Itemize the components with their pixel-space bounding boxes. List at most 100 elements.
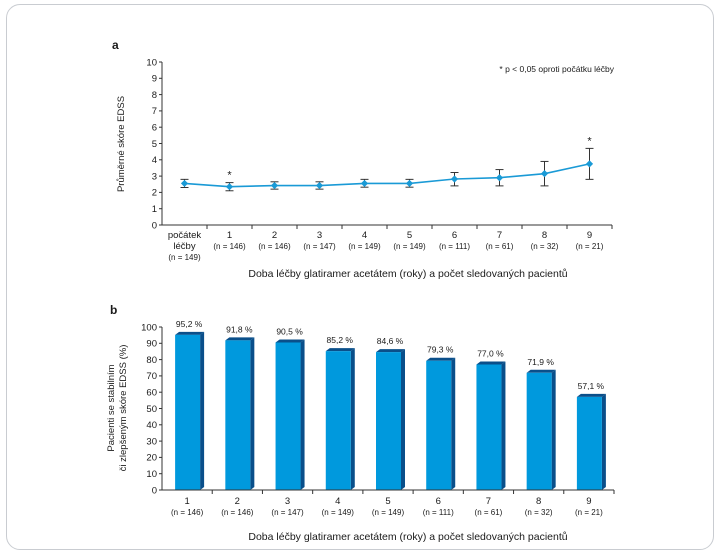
panel-b-y-axis-title-line2: či zlepšeným skóre EDSS (%) [118,345,129,472]
panel-b-y-tick-label: 40 [146,420,157,431]
panel-a-y-tick-label: 10 [146,57,157,68]
panel-a-data-point [360,179,369,188]
panel-b-x-n-label: (n = 147) [271,508,304,517]
panel-b-y-tick-label: 50 [146,404,157,415]
panel-a-y-tick-label: 2 [152,188,157,199]
panel-a-x-category-label: 9 [587,230,592,241]
panel-b-bar-top [426,357,456,361]
panel-b-y-axis-title-line1: Pacienti se stabilním [106,364,117,451]
panel-a-y-axis-title: Průměrné skóre EDSS [116,96,127,192]
panel-b-y-tick-label: 20 [146,453,157,464]
panel-a-x-n-label: (n = 149) [168,253,201,262]
panel-a-x-n-label: (n = 149) [348,242,381,251]
panel-b-value-label: 57,1 % [578,381,605,391]
panel-a-x-category-label: 6 [452,230,457,241]
panel-b-bar-top [275,339,305,343]
panel-b-bar [325,351,351,490]
panel-a-data-point [315,181,324,190]
panel-a-significance-star: * [587,135,592,147]
panel-b-bar-side [350,348,355,490]
panel-a-data-point [225,183,234,191]
panel-b-y-tick-label: 0 [152,485,157,496]
panel-b-value-label: 95,2 % [176,319,203,329]
panel-b-x-axis-title: Doba léčby glatiramer acetátem (roky) a … [248,531,567,543]
panel-b-x-category-label: 5 [385,496,390,507]
panel-a-y-tick-label: 5 [152,139,157,150]
panel-a-y-tick-label: 3 [152,171,157,182]
panel-a-y-tick-label: 8 [152,90,157,101]
panel-b-value-label: 90,5 % [276,326,303,336]
panel-b-bar-chart: b Pacienti se stabilním či zlepšeným skó… [106,303,615,543]
panel-b-bar-side [601,393,606,490]
panel-b-x-category-label: 2 [235,496,240,507]
panel-b-x-n-label: (n = 146) [171,508,204,517]
panel-b-x-n-label: (n = 32) [525,508,553,517]
panel-b-bar [376,352,401,490]
panel-a-x-category-label: 5 [407,230,412,241]
panel-a-y-tick-label: 9 [152,74,157,85]
panel-b-bar-side [451,357,456,490]
panel-b-bar-top [376,349,405,353]
panel-a-x-n-label: (n = 146) [258,242,291,251]
panel-b-bar-top [225,337,255,341]
panel-a-data-point [180,179,189,188]
panel-b-bar-side [501,361,506,490]
panel-b-x-category-label: 4 [335,496,340,507]
panel-b-x-category-label: 6 [436,496,441,507]
panel-b-value-labels: 95,2 % 91,8 % 90,5 % 85,2 % 84,6 % 79,3 % 77,0… [176,319,605,391]
panel-a-data-point [495,174,504,182]
panel-b-value-label: 77,0 % [477,348,504,358]
panel-a-data-point [450,175,459,183]
panel-b-bar [426,360,452,490]
panel-b-x-categories: 1(n = 146)2(n = 146)3(n = 147)4(n = 149)… [171,490,615,517]
panel-b-bar-side [401,349,405,490]
panel-b-bar-side [300,339,305,490]
panel-a-data-point [270,181,279,190]
panel-a-x-category-label: 8 [542,230,547,241]
panel-b-bar-top [526,369,556,373]
panel-a-y-tick-label: 6 [152,123,157,134]
panel-a-y-tick-label: 1 [152,204,157,215]
panel-b-bar [225,340,251,490]
panel-a-x-category-label: 1 [227,230,232,241]
panel-b-bar [576,396,602,490]
panel-b-bar [476,364,502,490]
panel-b-value-label: 91,8 % [226,324,253,334]
panel-a-x-category-label: 4 [362,230,367,241]
panel-a-x-category-label: léčby [173,241,195,252]
panel-a-x-n-label: (n = 147) [303,242,336,251]
panel-b-y-tick-label: 60 [146,388,157,399]
panel-a-x-n-label: (n = 32) [531,242,559,251]
panel-b-x-n-label: (n = 146) [221,508,254,517]
panel-b-y-tick-label: 10 [146,469,157,480]
panel-a-line-chart: a Průměrné skóre EDSS * p < 0,05 oproti … [112,38,615,280]
panel-a-significance-star: * [227,170,232,182]
panel-a-data-point [585,160,594,168]
panel-a-series-line [184,163,590,188]
panel-b-x-n-label: (n = 111) [423,508,454,517]
panel-a-significance-stars: ** [227,135,592,181]
panel-b-value-label: 85,2 % [327,335,354,345]
panel-b-bar-top [175,331,205,335]
panel-b-x-category-label: 8 [536,496,541,507]
figure-frame [6,4,714,550]
panel-a-y-tick-label: 7 [152,106,157,117]
panel-b-x-category-label: 9 [586,496,591,507]
panel-b-letter: b [110,303,117,317]
panel-b-y-tick-label: 70 [146,371,157,382]
panel-a-points [180,160,594,191]
panel-a-x-n-label: (n = 146) [213,242,246,251]
panel-a-axes [161,62,612,226]
panel-b-bar-side [200,331,205,490]
panel-a-x-category-label: 2 [272,230,277,241]
panel-b-bar-side [250,337,255,490]
panel-a-x-category-label: 3 [317,230,322,241]
panel-a-x-n-label: (n = 61) [486,242,514,251]
panel-a-y-tick-label: 0 [152,220,157,231]
panel-b-bar [275,342,301,490]
panel-a-letter: a [112,38,119,52]
panel-a-x-n-label: (n = 149) [393,242,426,251]
panel-a-x-category-label: počátek [168,230,202,241]
